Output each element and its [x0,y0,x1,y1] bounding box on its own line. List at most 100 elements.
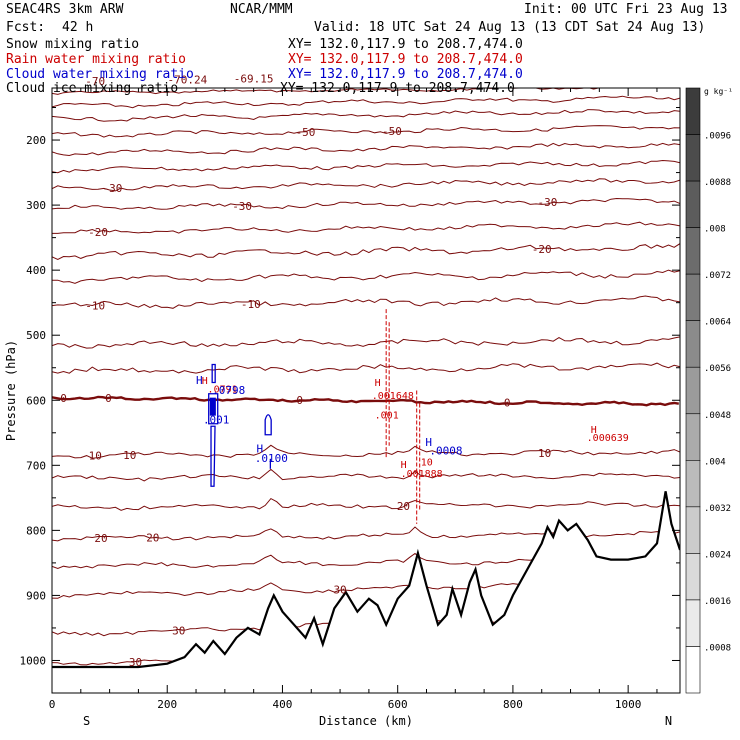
contour-label: 10 [89,449,102,462]
xs-rain: XY= 132.0,117.9 to 208.7,474.0 [288,52,523,67]
colorbar-cell [685,180,701,228]
contour-label: 10 [123,449,136,462]
cloud-label: H [425,436,432,449]
y-tick-label: 500 [26,329,46,342]
temperature-contour [52,362,680,374]
colorbar-label: .0016 [704,597,731,607]
cloud-water-contour [210,425,216,487]
contour-label: -70 [85,75,105,88]
colorbar-label: .0024 [704,550,731,560]
colorbar-cell [685,413,701,461]
x-tick-label: 400 [273,698,293,711]
x-end-label-north: N [665,714,672,728]
contour-label: -20 [88,226,108,239]
cloud-label: H [257,442,264,455]
colorbar-label: .0008 [704,643,731,653]
x-end-label-south: S [83,714,90,728]
contour-label: 20 [397,500,410,513]
cloud-water-core [209,397,216,416]
rain-label: H [202,376,208,387]
contour-label: -10 [85,299,105,312]
temperature-contour [52,109,680,122]
colorbar-cell [685,134,701,182]
contour-label: -30 [538,196,558,209]
valid-label: Valid: 18 UTC Sat 24 Aug 13 (13 CDT Sat … [314,20,706,35]
xs-ice: XY= 132.0,117.9 to 208.7,474.0 [280,81,515,96]
colorbar-cell [685,320,701,368]
colorbar-label: .0032 [704,504,731,514]
colorbar-cell [685,599,701,647]
colorbar-cell [685,273,701,321]
colorbar-cell [685,366,701,415]
y-tick-label: 200 [26,134,46,147]
colorbar-label: .0064 [704,318,731,328]
contour-label: 30 [333,583,346,596]
contour-label: 30 [172,625,185,638]
zero-contour [52,395,679,407]
contour-label: 10 [538,447,551,460]
colorbar-cell [685,460,701,508]
plot-frame [51,87,681,694]
temperature-contour [52,197,680,210]
fcst-value: 42 h [62,20,94,35]
temperature-contour [52,468,680,482]
temperature-contour [52,178,680,192]
zero-contour-label: 0 [296,394,303,407]
contour-label: -70.24 [168,73,208,86]
field-snow: Snow mixing ratio [6,37,140,52]
model-label: SEAC4RS 3km ARW [6,2,124,17]
temperature-contour [52,444,680,459]
temperature-contour [52,221,680,234]
terrain-line [52,491,680,669]
rain-label: H [401,460,407,471]
cloud-label: .001 [203,414,230,427]
contour-label: -10 [241,298,261,311]
colorbar-label: .004 [704,457,726,467]
rain-label: H [375,378,381,389]
colorbar-label: .0048 [704,411,731,421]
x-tick-label: 200 [157,698,177,711]
contour-label: 20 [146,531,159,544]
y-tick-label: 1000 [20,654,47,667]
temperature-contour [52,497,680,511]
x-tick-label: 0 [49,698,56,711]
temperature-contour [52,295,680,309]
colorbar-cell [685,506,701,554]
x-tick-label: 800 [503,698,523,711]
contour-label: -30 [103,182,123,195]
y-tick-label: 800 [26,524,46,537]
rain-label: 10 [421,457,433,468]
cloud-label: .0798 [212,384,245,397]
rain-label: H [591,425,597,436]
contour-label: -69.15 [234,72,274,85]
colorbar-cell [685,646,701,694]
contour-label: 20 [94,532,107,545]
x-axis-label: Distance (km) [319,714,413,728]
cloud-water-contour [211,363,216,384]
colorbar-cell [685,87,701,135]
y-tick-label: 400 [26,264,46,277]
field-cloud: Cloud water mixing ratio [6,67,194,82]
cloud-label: .0008 [429,444,462,457]
org-label: NCAR/MMM [230,2,293,17]
temperature-contour [52,243,680,261]
init-label: Init: 00 UTC Fri 23 Aug 13 [524,2,728,17]
rain-label: .000639 [587,433,629,444]
cloud-label: .0100 [255,452,288,465]
contour-label: -50 [382,125,402,138]
fcst-label: Fcst: [6,20,46,35]
cloud-water-contour [208,393,219,425]
zero-contour-label: 0 [60,392,67,405]
temperature-contour [52,336,680,349]
field-ice: Cloud ice mixing ratio [6,81,179,96]
zero-contour-label: 0 [504,396,511,409]
cloud-label: H [196,374,203,387]
temperature-contour [52,95,680,109]
rain-label: .0791 [208,384,238,395]
x-tick-label: 600 [388,698,408,711]
colorbar-label: .0072 [704,271,731,281]
temperature-contour [52,269,680,284]
plot-area [52,88,680,693]
y-axis-label: Pressure (hPa) [4,340,18,441]
